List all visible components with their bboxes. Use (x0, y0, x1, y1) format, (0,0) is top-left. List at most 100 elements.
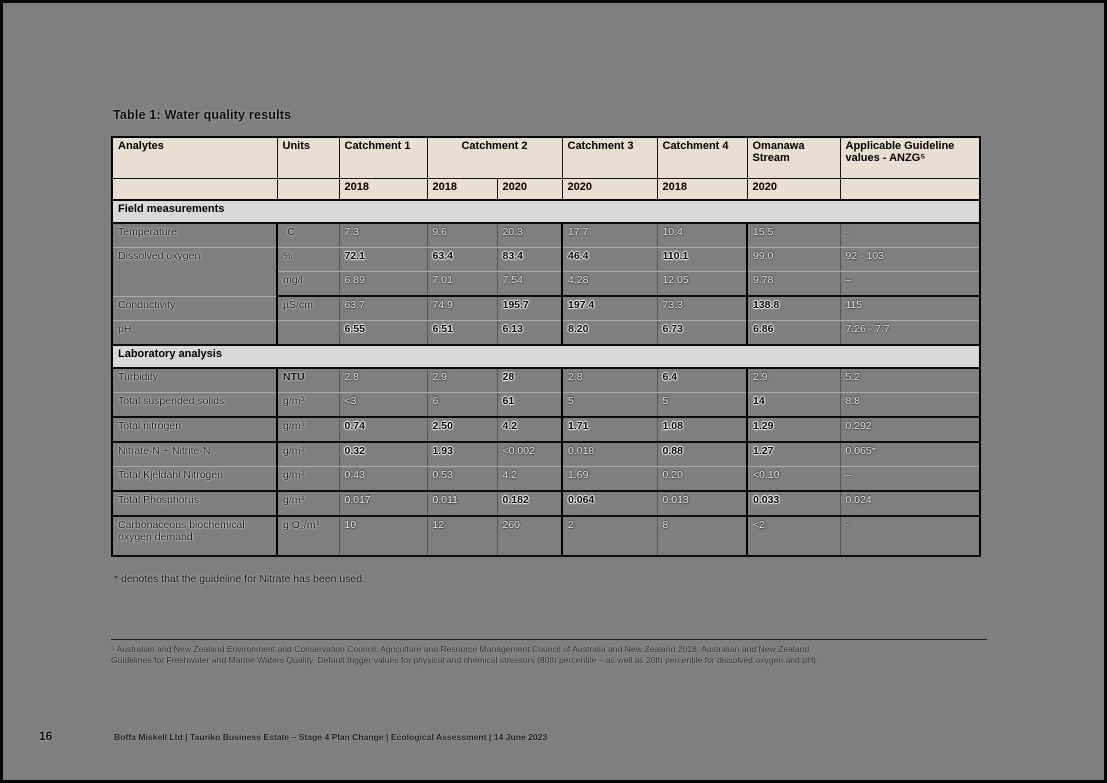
analyte-label: Total nitrogen (112, 417, 278, 443)
table-title: Table 1: Water quality results (113, 108, 292, 122)
guideline-cell: – (840, 466, 981, 492)
value-cell: 0.182 (497, 491, 563, 517)
unit-label: g/m³ (277, 392, 340, 418)
value-cell: 1.93 (427, 442, 498, 467)
analyte-label: Turbidity (112, 368, 278, 393)
value-cell: 2.9 (747, 368, 841, 393)
unit-label: g/m³ (277, 491, 340, 517)
value-cell: 6.73 (657, 320, 748, 346)
unit-label: g O₂/m³ (277, 516, 340, 557)
value-cell: 1.29 (747, 417, 841, 443)
unit-label: g/m³ (277, 417, 340, 443)
value-cell: 1.71 (562, 417, 658, 443)
footnote-line-1: ⁵ Australian and New Zealand Environment… (111, 644, 810, 654)
year-blank (839, 178, 981, 201)
guideline-cell: 115 (840, 296, 981, 321)
table-row-temperature: Temperature °C 7.3 9.6 20.3 17.7 10.4 15… (112, 223, 981, 248)
value-cell: 7.3 (339, 223, 428, 248)
value-cell: 9.78 (747, 271, 841, 297)
value-cell: 0.017 (339, 491, 428, 517)
value-cell: 74.9 (427, 296, 498, 321)
value-cell: <0.002 (497, 442, 563, 467)
year-cell: 2018 (338, 178, 428, 201)
analyte-label: Carbonaceous biochemical oxygen demand (112, 516, 278, 557)
analyte-label: Total Phosphorus (112, 491, 278, 517)
unit-label: % (277, 247, 340, 272)
value-cell: 99.0 (747, 247, 841, 272)
value-cell: 0.064 (562, 491, 658, 517)
value-cell: 2.8 (339, 368, 428, 393)
value-cell: <0.10 (747, 466, 841, 492)
analyte-label: Total Kjeldahl Nitrogen (112, 466, 278, 492)
value-cell: 0.20 (657, 466, 748, 492)
year-blank (276, 178, 340, 201)
header-catchment4: Catchment 4 (656, 136, 748, 179)
value-cell: 0.53 (427, 466, 498, 492)
unit-label: NTU (277, 368, 340, 393)
value-cell: 4.2 (497, 466, 563, 492)
value-cell: 197.4 (562, 296, 658, 321)
value-cell: 6.4 (657, 368, 748, 393)
table-row-total-suspended-solids: Total suspended solids g/m³ <3 6 61 5 5 … (112, 392, 981, 418)
guideline-cell: 0.024 (840, 491, 981, 517)
value-cell: 20.3 (497, 223, 563, 248)
value-cell: 6.86 (747, 320, 841, 346)
year-blank (111, 178, 278, 201)
value-cell: 7.54 (497, 271, 563, 297)
value-cell: 4.2 (497, 417, 563, 443)
value-cell: 4.28 (562, 271, 658, 297)
analyte-label: pH (112, 320, 278, 346)
page-number: 16 (39, 729, 53, 743)
value-cell: 260 (497, 516, 563, 557)
value-cell: 0.32 (339, 442, 428, 467)
unit-label: g/m³ (277, 442, 340, 467)
analyte-label: Temperature (112, 223, 278, 248)
header-omanawa-stream: Omanawa Stream (746, 136, 841, 179)
unit-label (277, 320, 340, 346)
table-row-conductivity: Conductivity µS/cm 63.7 74.9 195.7 197.4… (112, 296, 981, 321)
unit-label: °C (277, 223, 340, 248)
table-row-total-nitrogen: Total nitrogen g/m³ 0.74 2.50 4.2 1.71 1… (112, 417, 981, 443)
table-note: * denotes that the guideline for Nitrate… (114, 573, 366, 585)
value-cell: <2 (747, 516, 841, 557)
value-cell: 6.55 (339, 320, 428, 346)
header-guideline: Applicable Guideline values - ANZG⁵ (839, 136, 981, 179)
value-cell: 110.1 (657, 247, 748, 272)
value-cell: 15.5 (747, 223, 841, 248)
value-cell: 0.011 (427, 491, 498, 517)
unit-label: mg/l (277, 271, 340, 297)
value-cell: 0.013 (657, 491, 748, 517)
value-cell: 14 (747, 392, 841, 418)
value-cell: 83.4 (497, 247, 563, 272)
guideline-cell: 0.292 (840, 417, 981, 443)
header-catchment2: Catchment 2 (426, 136, 563, 179)
guideline-cell: 7.26 - 7.7 (840, 320, 981, 346)
value-cell: 8 (657, 516, 748, 557)
value-cell: 72.1 (339, 247, 428, 272)
table-header-row: Analytes Units Catchment 1 Catchment 2 C… (111, 136, 981, 179)
value-cell: 0.018 (562, 442, 658, 467)
analyte-label: Conductivity (112, 296, 278, 321)
value-cell: 5 (562, 392, 658, 418)
value-cell: 63.4 (427, 247, 498, 272)
value-cell: 2.50 (427, 417, 498, 443)
table-row-turbidity: Turbidity NTU 2.8 2.9 28 2.8 6.4 2.9 5.2 (112, 368, 981, 393)
table-row-total-kjeldahl-nitrogen: Total Kjeldahl Nitrogen g/m³ 0.43 0.53 4… (112, 466, 981, 492)
footnote-line-2: Guidelines for Freshwater and Marine Wat… (111, 655, 819, 666)
table-row-nitrate-nitrite: Nitrate-N + Nitrite-N g/m³ 0.32 1.93 <0.… (112, 442, 981, 467)
value-cell: 46.4 (562, 247, 658, 272)
year-cell: 2020 (561, 178, 658, 201)
footnote-separator (111, 639, 987, 640)
value-cell: 6.51 (427, 320, 498, 346)
footnote-text: ⁵ Australian and New Zealand Environment… (111, 644, 991, 666)
year-row: 2018 2018 2020 2020 2018 2020 (111, 178, 981, 201)
value-cell: 10.4 (657, 223, 748, 248)
analyte-label: Total suspended solids (112, 392, 278, 418)
value-cell: 2.8 (562, 368, 658, 393)
value-cell: 10 (339, 516, 428, 557)
value-cell: 6 (427, 392, 498, 418)
value-cell: 1.08 (657, 417, 748, 443)
header-units: Units (276, 136, 340, 179)
value-cell: <3 (339, 392, 428, 418)
